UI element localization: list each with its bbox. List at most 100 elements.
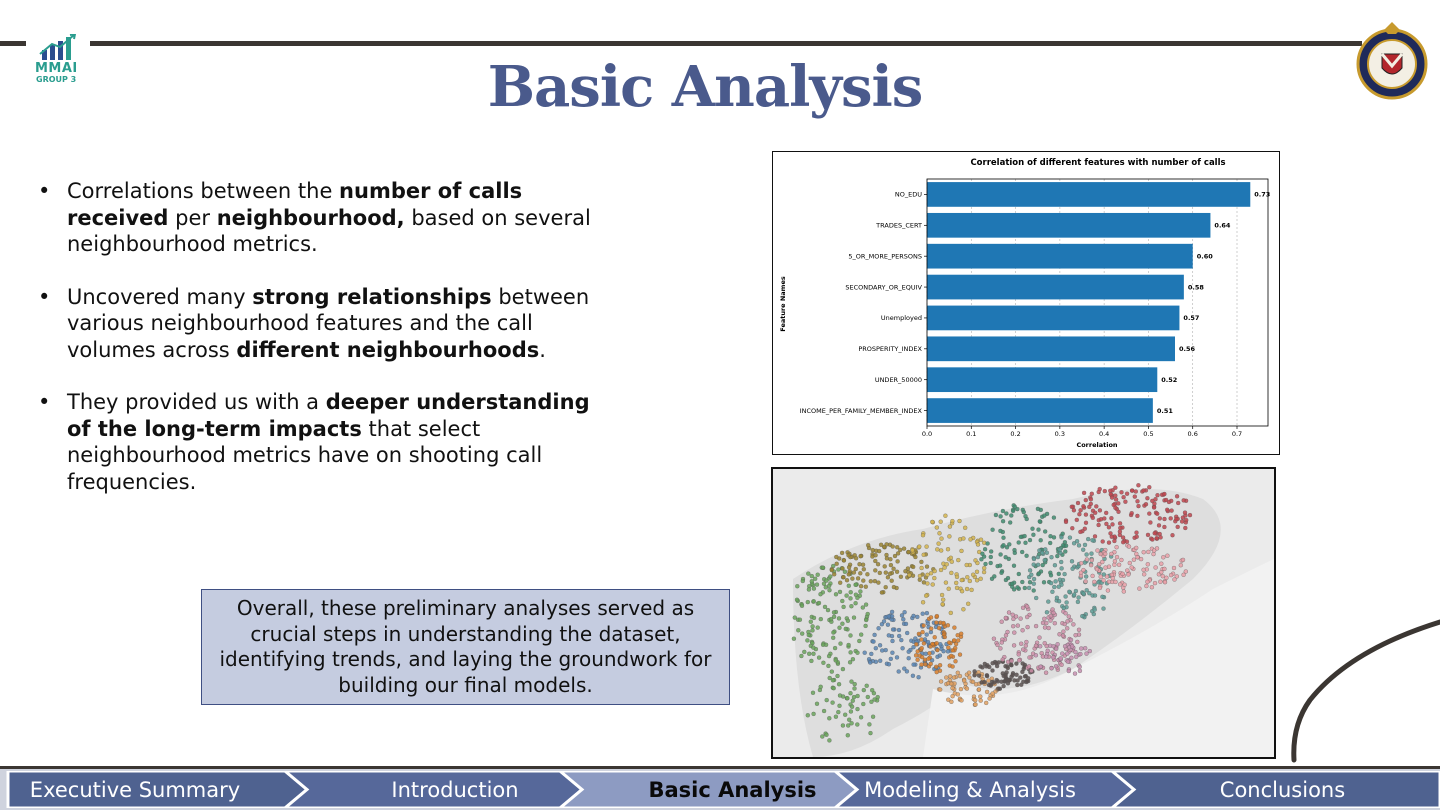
map-point xyxy=(928,661,933,667)
map-point xyxy=(888,557,893,562)
map-point xyxy=(877,548,882,554)
map-point xyxy=(987,664,992,670)
map-point xyxy=(1103,551,1108,557)
map-point xyxy=(1040,620,1046,626)
map-point xyxy=(964,686,970,691)
map-point xyxy=(1041,580,1047,585)
map-point xyxy=(1119,490,1124,495)
chart-y-axis-label: Feature Names xyxy=(779,276,787,332)
map-point xyxy=(1100,539,1105,544)
map-point xyxy=(975,560,980,566)
map-point xyxy=(949,653,954,659)
map-point xyxy=(808,619,813,624)
map-point xyxy=(1101,578,1106,583)
map-point xyxy=(1071,622,1076,627)
chart-bar xyxy=(927,243,1193,269)
map-point xyxy=(1008,520,1013,525)
map-point xyxy=(821,660,826,665)
map-point xyxy=(977,549,982,555)
map-point xyxy=(1013,614,1019,619)
map-point xyxy=(876,580,881,585)
map-point xyxy=(1133,489,1138,494)
map-point xyxy=(1077,668,1083,674)
map-point xyxy=(985,541,990,546)
map-point xyxy=(899,613,905,618)
bullet-dot: • xyxy=(38,284,51,309)
map-point xyxy=(915,657,920,662)
nav-modeling-analysis[interactable]: Modeling & Analysis xyxy=(864,777,1076,802)
map-point xyxy=(1048,618,1053,623)
nav-introduction[interactable]: Introduction xyxy=(391,777,519,802)
map-point xyxy=(1121,495,1126,500)
map-point xyxy=(1088,497,1094,502)
map-point xyxy=(1159,561,1164,566)
map-point xyxy=(916,631,922,637)
nav-conclusions[interactable]: Conclusions xyxy=(1219,777,1346,802)
map-point xyxy=(1178,563,1183,568)
map-point xyxy=(827,716,832,721)
map-point xyxy=(1009,658,1014,664)
map-point xyxy=(939,536,944,541)
map-point xyxy=(796,628,801,633)
map-point xyxy=(852,681,857,687)
map-point xyxy=(1104,574,1110,579)
map-point xyxy=(1065,619,1070,624)
map-point xyxy=(840,723,846,728)
map-point xyxy=(949,681,954,686)
map-point xyxy=(888,656,893,662)
map-point xyxy=(945,649,951,654)
map-point xyxy=(814,582,820,587)
map-point xyxy=(903,621,909,627)
map-point xyxy=(1108,488,1113,493)
map-point xyxy=(1061,629,1066,634)
map-point xyxy=(920,533,926,538)
map-point xyxy=(1148,520,1153,525)
map-point xyxy=(947,524,953,529)
chart-bar xyxy=(927,305,1180,331)
map-point xyxy=(991,636,997,641)
map-point xyxy=(1114,545,1119,550)
map-point xyxy=(847,660,853,665)
map-point xyxy=(831,610,837,615)
map-point xyxy=(980,551,985,556)
map-point xyxy=(988,554,993,560)
map-point xyxy=(1011,563,1017,568)
map-point xyxy=(1171,565,1177,571)
map-point xyxy=(961,536,966,541)
map-point xyxy=(1063,519,1069,525)
map-point xyxy=(792,615,797,620)
map-point xyxy=(1063,549,1068,554)
map-point xyxy=(1021,509,1026,515)
map-point xyxy=(1112,562,1117,567)
map-point xyxy=(849,679,854,684)
map-point xyxy=(923,651,928,656)
map-point xyxy=(1077,512,1082,517)
map-point xyxy=(934,641,939,646)
map-point xyxy=(1033,643,1039,648)
map-point xyxy=(1093,510,1098,515)
map-point xyxy=(1035,506,1041,512)
map-point xyxy=(886,614,891,619)
map-point xyxy=(1097,508,1103,513)
map-point xyxy=(965,575,970,580)
map-point xyxy=(1029,668,1034,673)
map-point xyxy=(1010,508,1016,514)
map-point xyxy=(999,619,1004,624)
map-point xyxy=(959,698,964,703)
map-point xyxy=(1076,595,1081,600)
map-point xyxy=(976,687,982,692)
map-point xyxy=(910,673,916,678)
map-point xyxy=(984,673,990,678)
chart-bar xyxy=(927,398,1153,423)
nav-executive-summary[interactable]: Executive Summary xyxy=(29,777,241,802)
map-point xyxy=(818,592,823,597)
chart-bar xyxy=(927,212,1211,238)
nav-basic-analysis[interactable]: Basic Analysis xyxy=(648,777,817,802)
map-point xyxy=(1137,586,1142,591)
map-point xyxy=(1015,678,1020,683)
map-point xyxy=(911,564,916,570)
summary-callout: Overall, these preliminary analyses serv… xyxy=(201,589,730,705)
map-point xyxy=(847,717,852,722)
map-point xyxy=(1067,535,1073,540)
map-point xyxy=(1043,670,1049,675)
